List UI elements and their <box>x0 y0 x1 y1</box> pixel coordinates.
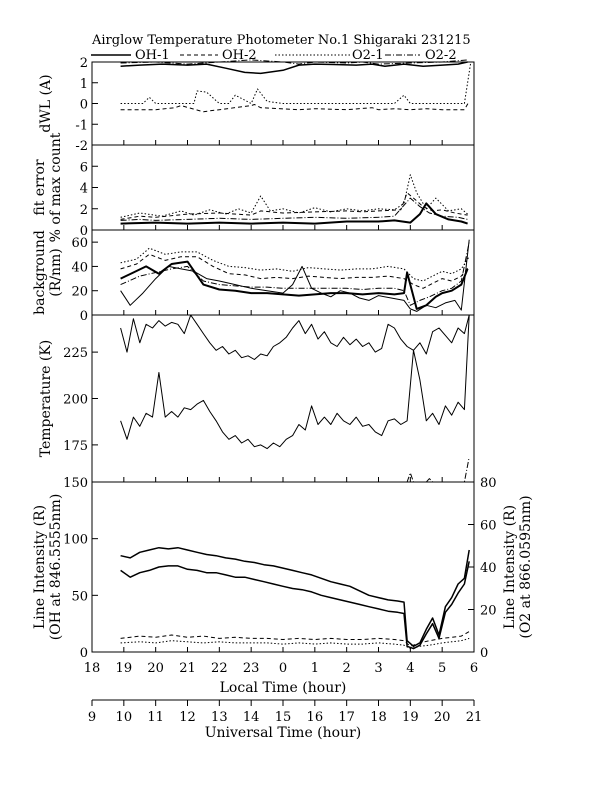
x-local-tick-label-0: 18 <box>84 661 101 676</box>
panel-2-series-1 <box>120 253 470 289</box>
x-local-axis-label: Local Time (hour) <box>220 680 347 696</box>
panel-2-ytick-label-2: 20 <box>71 285 88 300</box>
panel-4-series-1 <box>120 561 470 650</box>
x-ut-tick-label-6: 15 <box>275 710 292 725</box>
panel-2-ytick-label-1: 40 <box>71 260 88 275</box>
panel-3: 225 200 175 Temperature (K) <box>38 314 475 483</box>
panel-2-ylabel-0: background <box>32 230 48 315</box>
x-ut-tick-label-7: 16 <box>307 710 324 725</box>
panel-4-series-3 <box>120 637 470 650</box>
panel-0-ytick-label-0: 2 <box>80 56 88 71</box>
panel-4-ylabel-0: Line Intensity (R) <box>32 505 48 629</box>
panel-2-series-4 <box>120 239 470 312</box>
panel-0-ytick-label-2: 0 <box>80 98 88 113</box>
panel-1-ytick-label-2: 2 <box>80 203 88 218</box>
panel-1-ylabel-0: fit error <box>32 159 48 216</box>
panel-2-ytick-label-3: 0 <box>80 309 88 324</box>
panel-0-ylabel-0: dWL (A) <box>38 74 54 132</box>
panel-2-ylabel-1: (R/nm) <box>48 248 64 296</box>
x-ut-tick-label-11: 20 <box>434 710 451 725</box>
panel-1-series-1 <box>120 192 468 220</box>
panel-3-ytick-label-1: 200 <box>63 393 88 408</box>
panel-4-ytick-right-label-2: 40 <box>480 561 497 576</box>
x-ut-tick-label-2: 11 <box>147 710 164 725</box>
panel-4-frame <box>91 481 475 653</box>
panel-4-ytick-right-label-4: 0 <box>480 646 488 661</box>
panel-2-series-0 <box>120 260 469 310</box>
panel-4-series-2 <box>120 631 470 647</box>
panel-3-series-0 <box>120 314 470 360</box>
panel-3-ylabel-0: Temperature (K) <box>38 340 54 458</box>
panel-4-ytick-label-1: 100 <box>63 533 88 548</box>
panel-1: 6 4 2 0 fit error% of max count <box>32 132 475 242</box>
panel-2: 60 40 20 0 background (R/nm) <box>32 229 475 324</box>
panel-4-ytick-label-3: 0 <box>80 646 88 661</box>
panel-0: 2 1 0 -1 -2 dWL (A) <box>38 56 475 154</box>
panel-1-series-2 <box>120 174 468 218</box>
x-local-tick-label-1: 19 <box>116 661 133 676</box>
panel-1-ytick-label-1: 4 <box>80 182 88 197</box>
x-ut-tick-label-4: 13 <box>211 710 228 725</box>
panel-4-ytick-right-label-3: 20 <box>480 604 497 619</box>
panel-2-frame <box>91 229 475 316</box>
panel-3-ytick-label-0: 225 <box>63 346 88 361</box>
x-local-tick-label-5: 23 <box>243 661 260 676</box>
x-ut-tick-label-8: 17 <box>338 710 355 725</box>
x-ut-axis-label: Universal Time (hour) <box>205 725 362 741</box>
legend-label-oh2: OH-2 <box>222 48 257 63</box>
chart-title: Airglow Temperature Photometer No.1 Shig… <box>91 33 471 48</box>
panel-4-ytick-label-2: 50 <box>71 589 88 604</box>
x-ut-tick-label-5: 14 <box>243 710 260 725</box>
panel-0-series-0 <box>120 61 468 75</box>
x-local-tick-label-10: 4 <box>406 661 414 676</box>
panel-2-series-3 <box>120 242 470 306</box>
panel-0-ytick-label-4: -2 <box>75 139 88 154</box>
panel-4-ylabel-right-0: Line Intensity (R) <box>502 505 518 629</box>
x-ut-tick-label-1: 10 <box>116 710 133 725</box>
panel-2-series-2 <box>120 247 470 282</box>
legend-label-o22: O2-2 <box>425 48 457 63</box>
panel-1-ylabel-1: % of max count <box>48 132 64 242</box>
panel-1-ytick-label-0: 6 <box>80 160 88 175</box>
panel-3-series-1 <box>120 314 470 450</box>
panel-0-series-1 <box>120 101 470 113</box>
panel-4-ytick-right-label-0: 80 <box>480 476 497 491</box>
x-ut-tick-label-0: 9 <box>88 710 96 725</box>
x-local-tick-label-4: 22 <box>211 661 228 676</box>
panel-4-ylabel-1: (OH at 846.5555nm) <box>48 494 64 641</box>
x-local-tick-label-3: 21 <box>179 661 196 676</box>
x-ut-tick-label-12: 21 <box>466 710 483 725</box>
x-local-tick-label-2: 20 <box>147 661 164 676</box>
panel-4-ytick-right-label-1: 60 <box>480 519 497 534</box>
x-local-tick-label-9: 3 <box>374 661 382 676</box>
x-ut-tick-label-3: 12 <box>179 710 196 725</box>
panel-4-series-0 <box>120 546 470 648</box>
panel-4-series-4 <box>120 457 470 483</box>
panel-1-series-3 <box>120 197 468 221</box>
panel-2-ytick-label-0: 60 <box>71 236 88 251</box>
x-local-tick-label-7: 1 <box>311 661 319 676</box>
x-local-tick-label-11: 5 <box>438 661 446 676</box>
x-local-tick-label-6: 0 <box>279 661 287 676</box>
x-ut-tick-label-9: 18 <box>370 710 387 725</box>
x-local-tick-label-8: 2 <box>343 661 351 676</box>
panel-4-ytick-label-0: 150 <box>63 476 88 491</box>
panel-0-series-2 <box>120 61 472 104</box>
panel-3-ytick-label-2: 175 <box>63 439 88 454</box>
panel-1-ytick-label-3: 0 <box>80 224 88 239</box>
legend: OH-1 OH-2 O2-1 O2-2 <box>91 48 457 63</box>
x-ut-tick-label-10: 19 <box>402 710 419 725</box>
legend-label-oh1: OH-1 <box>135 48 170 63</box>
panel-0-ytick-label-1: 1 <box>80 77 88 92</box>
x-local-tick-label-12: 6 <box>470 661 478 676</box>
panel-0-ytick-label-3: -1 <box>75 118 88 133</box>
legend-label-o21: O2-1 <box>352 48 384 63</box>
panel-4-ylabel-right-1: (O2 at 866.0595nm) <box>518 495 534 638</box>
